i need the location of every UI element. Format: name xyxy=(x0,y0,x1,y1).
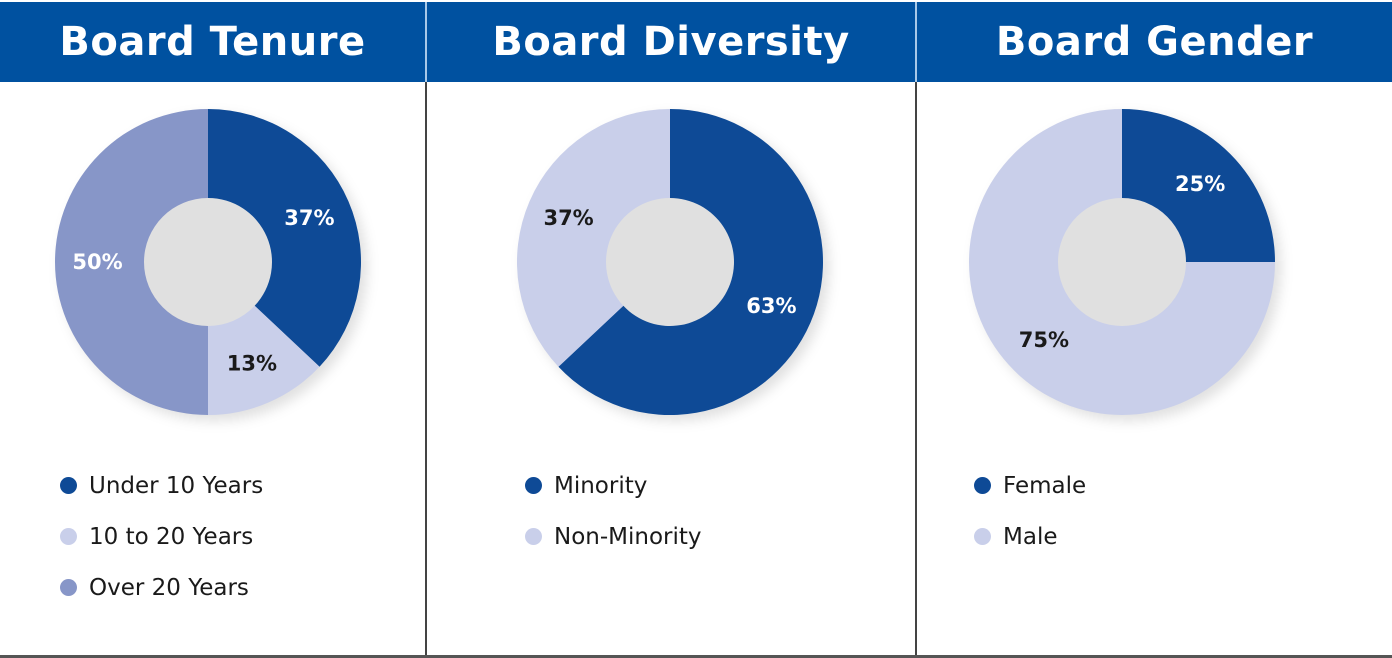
panel-divider xyxy=(915,82,917,656)
board-gender-panel: Board Gender 25% 75% Female Male xyxy=(917,0,1392,656)
legend-item-female: Female xyxy=(974,460,1086,511)
slice-male xyxy=(969,109,1275,415)
data-label-minority: 63% xyxy=(746,294,796,318)
board-tenure-panel: Board Tenure 37% 13% 50% Under 10 Years 10 … xyxy=(0,0,425,656)
legend-item-10-to-20-years: 10 to 20 Years xyxy=(60,511,263,562)
legend-dot-icon xyxy=(974,477,991,494)
legend-dot-icon xyxy=(60,477,77,494)
legend-dot-icon xyxy=(60,528,77,545)
data-label-under-10-years: 37% xyxy=(284,206,334,230)
board-diversity-legend: Minority Non-Minority xyxy=(525,460,702,562)
legend-item-over-20-years: Over 20 Years xyxy=(60,562,263,613)
data-label-10-to-20-years: 13% xyxy=(227,351,277,375)
slice-10-to-20-years xyxy=(208,305,320,415)
legend-label: Over 20 Years xyxy=(89,574,249,601)
bottom-border xyxy=(0,655,1392,658)
legend-item-under-10-years: Under 10 Years xyxy=(60,460,263,511)
legend-dot-icon xyxy=(974,528,991,545)
slice-non-minority xyxy=(517,109,670,367)
legend-label: Male xyxy=(1003,523,1058,550)
data-label-female: 25% xyxy=(1175,172,1225,196)
header-separator xyxy=(425,2,427,82)
board-gender-title: Board Gender xyxy=(917,2,1392,82)
board-diversity-panel: Board Diversity 63% 37% Minority Non-Minor… xyxy=(427,0,915,656)
board-tenure-title: Board Tenure xyxy=(0,2,425,82)
board-gender-legend: Female Male xyxy=(974,460,1086,562)
header-separator xyxy=(915,2,917,82)
legend-label: 10 to 20 Years xyxy=(89,523,254,550)
legend-label: Female xyxy=(1003,472,1087,499)
legend-dot-icon xyxy=(525,477,542,494)
data-label-male: 75% xyxy=(1019,328,1069,352)
legend-item-minority: Minority xyxy=(525,460,702,511)
board-tenure-legend: Under 10 Years 10 to 20 Years Over 20 Year… xyxy=(60,460,263,613)
slice-over-20-years xyxy=(55,109,208,415)
legend-label: Minority xyxy=(554,472,648,499)
board-diversity-donut: 63% 37% xyxy=(517,109,829,421)
board-gender-donut: 25% 75% xyxy=(969,109,1281,421)
legend-item-non-minority: Non-Minority xyxy=(525,511,702,562)
slice-female xyxy=(1122,109,1275,262)
data-label-non-minority: 37% xyxy=(543,206,593,230)
legend-label: Non-Minority xyxy=(554,523,702,550)
slice-under-10-years xyxy=(208,109,361,367)
board-tenure-donut: 37% 13% 50% xyxy=(55,109,367,421)
legend-dot-icon xyxy=(60,579,77,596)
slice-minority xyxy=(558,109,823,415)
data-label-over-20-years: 50% xyxy=(72,250,122,274)
panel-divider xyxy=(425,82,427,656)
board-diversity-title: Board Diversity xyxy=(427,2,915,82)
legend-label: Under 10 Years xyxy=(89,472,264,499)
legend-item-male: Male xyxy=(974,511,1086,562)
legend-dot-icon xyxy=(525,528,542,545)
